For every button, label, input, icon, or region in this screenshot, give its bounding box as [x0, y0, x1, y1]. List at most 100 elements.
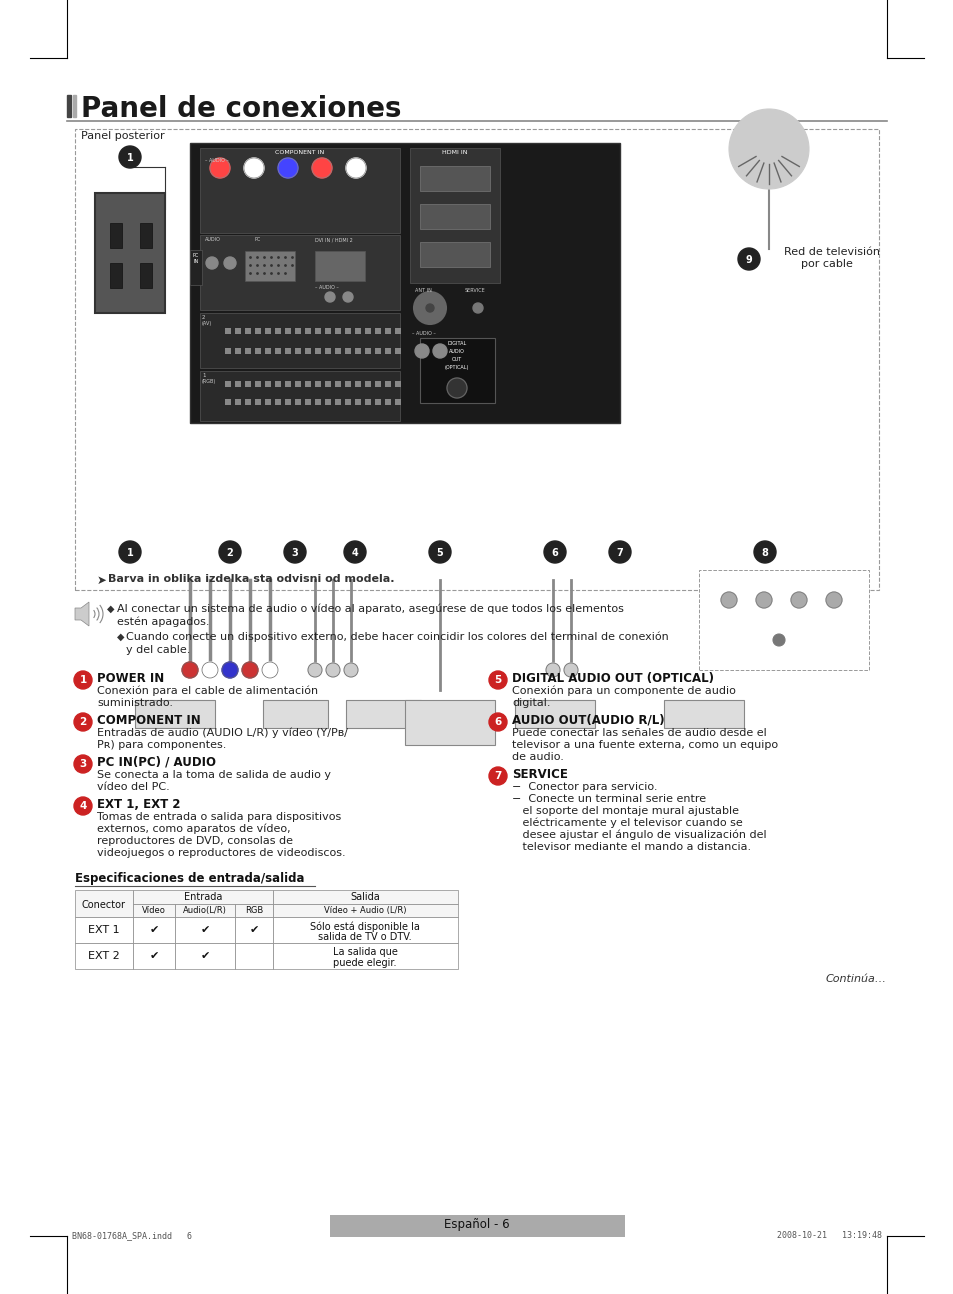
- Bar: [365, 399, 371, 405]
- Text: La salida que: La salida que: [333, 947, 397, 958]
- Circle shape: [224, 258, 235, 269]
- Bar: [273, 917, 457, 943]
- Circle shape: [344, 663, 357, 677]
- Text: Conector: Conector: [82, 901, 126, 910]
- Bar: [355, 348, 360, 355]
- Bar: [346, 700, 420, 729]
- Text: reproductores de DVD, consolas de: reproductores de DVD, consolas de: [97, 836, 293, 846]
- Bar: [200, 371, 399, 421]
- Bar: [245, 380, 251, 387]
- Bar: [135, 700, 214, 729]
- Bar: [294, 348, 301, 355]
- Circle shape: [489, 672, 506, 688]
- Text: SERVICE: SERVICE: [512, 769, 567, 782]
- Text: puede elegir.: puede elegir.: [333, 958, 396, 968]
- Text: AUDIO: AUDIO: [449, 349, 464, 355]
- Circle shape: [753, 541, 775, 563]
- Bar: [225, 380, 231, 387]
- Bar: [234, 917, 273, 943]
- Text: de audio.: de audio.: [512, 752, 563, 762]
- Text: ◆: ◆: [107, 604, 114, 613]
- Bar: [254, 380, 261, 387]
- Bar: [314, 380, 320, 387]
- Text: 1: 1: [127, 153, 133, 163]
- Bar: [132, 890, 273, 905]
- Bar: [395, 399, 400, 405]
- Text: ✔: ✔: [200, 951, 210, 961]
- Circle shape: [210, 158, 230, 179]
- Text: −  Conector para servicio.: − Conector para servicio.: [512, 782, 657, 792]
- Circle shape: [325, 292, 335, 302]
- Circle shape: [182, 663, 198, 678]
- Text: videojuegos o reproductores de videodiscos.: videojuegos o reproductores de videodisc…: [97, 848, 345, 858]
- Circle shape: [202, 663, 218, 678]
- Circle shape: [720, 591, 737, 608]
- Bar: [335, 327, 340, 334]
- Text: Puede conectar las señales de audio desde el: Puede conectar las señales de audio desd…: [512, 729, 766, 738]
- Bar: [419, 242, 490, 267]
- Text: por cable: por cable: [801, 259, 852, 269]
- Bar: [305, 327, 311, 334]
- Circle shape: [738, 248, 760, 270]
- Bar: [419, 166, 490, 192]
- Bar: [200, 236, 399, 311]
- Bar: [385, 327, 391, 334]
- Text: el soporte del montaje mural ajustable: el soporte del montaje mural ajustable: [512, 806, 739, 817]
- Circle shape: [728, 109, 808, 189]
- Text: Cuando conecte un dispositivo externo, debe hacer coincidir los colores del term: Cuando conecte un dispositivo externo, d…: [126, 631, 668, 643]
- Text: BN68-01768A_SPA.indd   6: BN68-01768A_SPA.indd 6: [71, 1231, 192, 1240]
- Text: ◆: ◆: [117, 631, 125, 642]
- Text: RGB: RGB: [245, 906, 263, 915]
- Circle shape: [790, 591, 806, 608]
- Bar: [174, 905, 234, 917]
- Bar: [314, 327, 320, 334]
- Bar: [75, 917, 132, 943]
- Circle shape: [119, 541, 141, 563]
- Text: 4: 4: [79, 801, 87, 811]
- Bar: [200, 148, 399, 233]
- Bar: [273, 943, 457, 969]
- Bar: [234, 399, 241, 405]
- Text: DIGITAL AUDIO OUT (OPTICAL): DIGITAL AUDIO OUT (OPTICAL): [512, 672, 713, 685]
- Text: externos, como aparatos de vídeo,: externos, como aparatos de vídeo,: [97, 824, 291, 835]
- Text: ✔: ✔: [150, 925, 158, 936]
- Bar: [174, 943, 234, 969]
- Bar: [305, 348, 311, 355]
- Bar: [325, 380, 331, 387]
- Bar: [225, 399, 231, 405]
- Bar: [355, 380, 360, 387]
- Text: ➤: ➤: [97, 575, 107, 587]
- Bar: [395, 380, 400, 387]
- Bar: [245, 327, 251, 334]
- Bar: [265, 327, 271, 334]
- Text: PC IN(PC) / AUDIO: PC IN(PC) / AUDIO: [97, 756, 215, 769]
- Circle shape: [284, 541, 306, 563]
- Bar: [314, 251, 365, 281]
- Text: televisor a una fuente externa, como un equipo: televisor a una fuente externa, como un …: [512, 740, 778, 751]
- Bar: [274, 348, 281, 355]
- Bar: [263, 700, 328, 729]
- Text: 7: 7: [494, 771, 501, 782]
- Bar: [174, 917, 234, 943]
- Text: OUT: OUT: [452, 357, 461, 362]
- Bar: [330, 1215, 624, 1237]
- Bar: [699, 569, 868, 670]
- Circle shape: [206, 258, 218, 269]
- Text: (RGB): (RGB): [202, 379, 216, 384]
- Bar: [385, 399, 391, 405]
- Bar: [132, 905, 174, 917]
- Bar: [273, 905, 457, 917]
- Bar: [365, 348, 371, 355]
- Circle shape: [772, 634, 784, 646]
- Bar: [285, 399, 291, 405]
- Text: digital.: digital.: [512, 697, 550, 708]
- Text: Conexión para un componente de audio: Conexión para un componente de audio: [512, 686, 735, 696]
- Text: Entradas de audio (AUDIO L/R) y vídeo (Y/Pʙ/: Entradas de audio (AUDIO L/R) y vídeo (Y…: [97, 729, 348, 739]
- Circle shape: [415, 344, 429, 358]
- Text: ✔: ✔: [249, 925, 258, 936]
- Bar: [273, 890, 457, 905]
- Text: 3: 3: [79, 760, 87, 769]
- Bar: [110, 263, 122, 289]
- Circle shape: [222, 663, 237, 678]
- Bar: [225, 327, 231, 334]
